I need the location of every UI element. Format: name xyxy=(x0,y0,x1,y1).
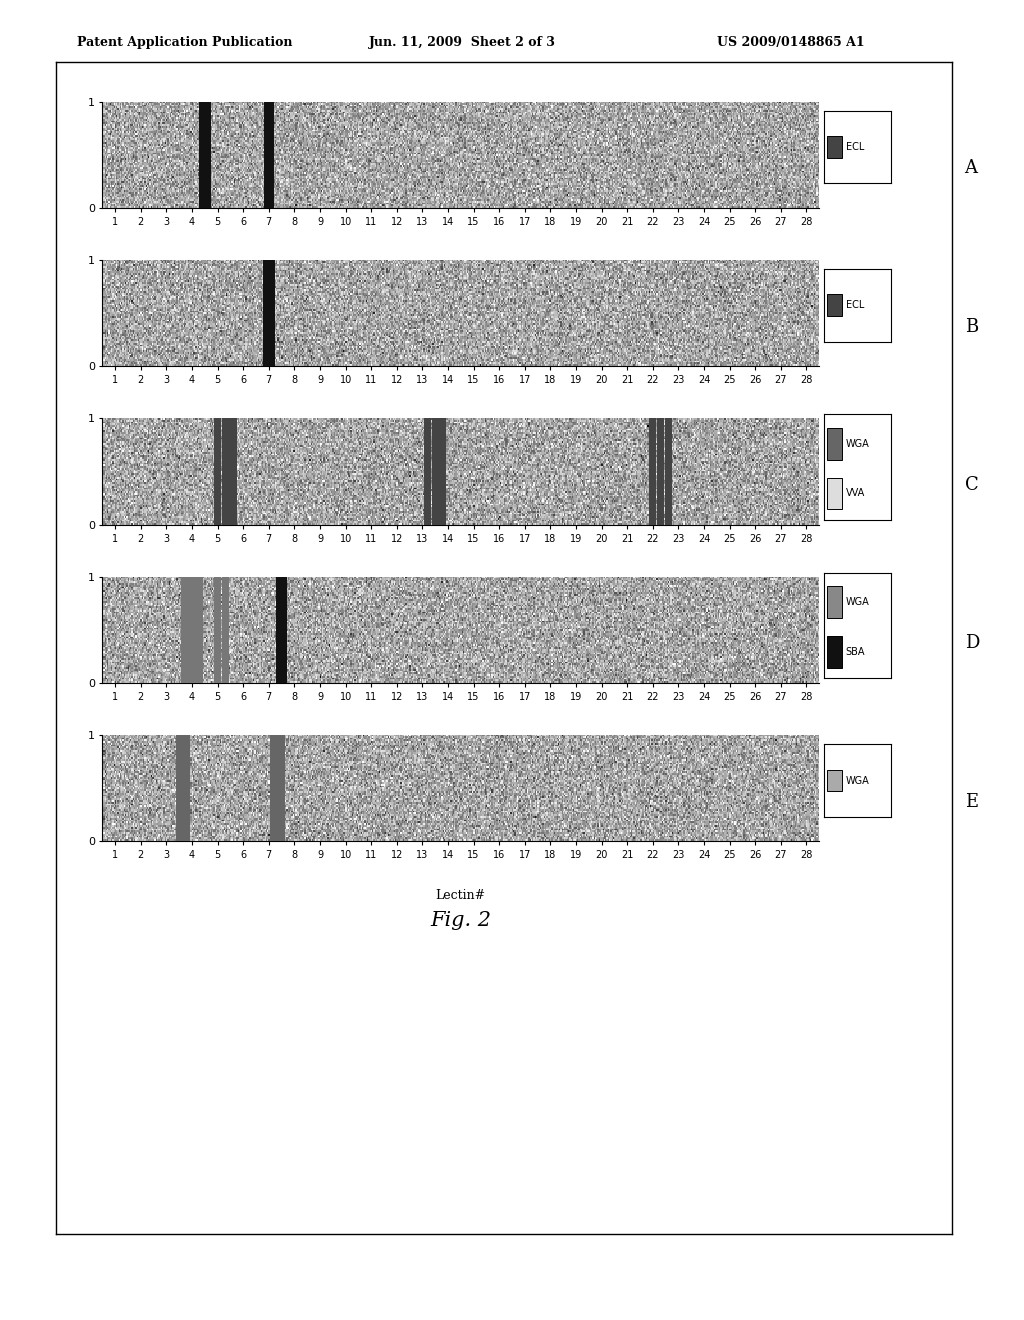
Text: SBA: SBA xyxy=(846,647,865,657)
Bar xyxy=(275,577,288,682)
Text: Fig. 2: Fig. 2 xyxy=(430,911,492,931)
Bar xyxy=(279,735,285,841)
Text: E: E xyxy=(965,793,978,810)
Text: US 2009/0148865 A1: US 2009/0148865 A1 xyxy=(717,36,864,49)
Bar xyxy=(665,418,672,524)
Text: A: A xyxy=(965,160,978,177)
Text: ECL: ECL xyxy=(846,301,864,310)
Bar xyxy=(827,136,842,158)
Text: WGA: WGA xyxy=(846,597,869,607)
Text: C: C xyxy=(965,477,978,494)
Bar xyxy=(827,428,842,459)
Bar xyxy=(657,418,665,524)
Bar xyxy=(176,735,183,841)
Text: D: D xyxy=(965,635,979,652)
Text: Jun. 11, 2009  Sheet 2 of 3: Jun. 11, 2009 Sheet 2 of 3 xyxy=(369,36,555,49)
Bar xyxy=(827,636,842,668)
Bar xyxy=(270,735,278,841)
Bar xyxy=(214,418,221,524)
Bar xyxy=(827,770,842,792)
Bar xyxy=(827,478,842,510)
Text: WGA: WGA xyxy=(846,776,869,785)
Bar xyxy=(424,418,431,524)
Text: Patent Application Publication: Patent Application Publication xyxy=(77,36,292,49)
Bar xyxy=(222,577,229,682)
Text: ECL: ECL xyxy=(846,143,864,152)
Bar xyxy=(827,294,842,317)
Bar xyxy=(197,577,203,682)
Bar xyxy=(181,577,188,682)
Text: WGA: WGA xyxy=(846,438,869,449)
Bar xyxy=(264,102,274,207)
Bar xyxy=(199,102,211,207)
Bar xyxy=(222,418,229,524)
Bar xyxy=(188,577,196,682)
Bar xyxy=(432,418,439,524)
Bar xyxy=(229,418,237,524)
Bar xyxy=(649,418,656,524)
Text: B: B xyxy=(965,318,978,335)
Text: Lectin#: Lectin# xyxy=(436,888,485,902)
Bar xyxy=(439,418,446,524)
Bar xyxy=(827,586,842,618)
Bar xyxy=(183,735,190,841)
Text: VVA: VVA xyxy=(846,488,865,499)
Bar xyxy=(214,577,221,682)
Bar xyxy=(263,260,274,366)
